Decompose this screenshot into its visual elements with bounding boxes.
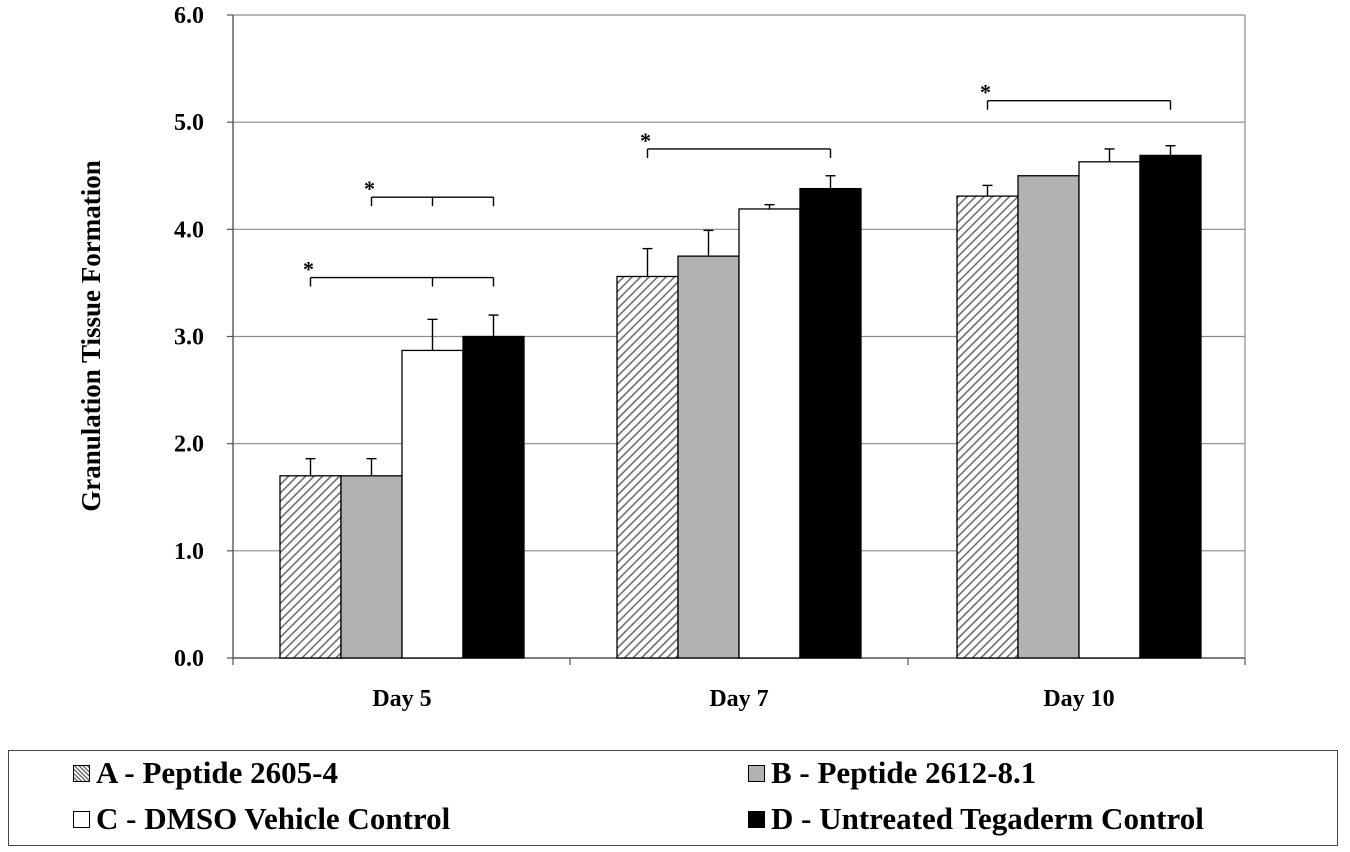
significance-star: *: [364, 176, 375, 201]
y-axis-title: Granulation Tissue Formation: [76, 160, 106, 512]
bar: [738, 208, 801, 659]
bar: [677, 255, 740, 659]
legend-item-b: B - Peptide 2612-8.1: [748, 755, 1036, 791]
bar: [616, 275, 679, 659]
hatch-swatch-icon: [73, 764, 90, 782]
legend-label-b: B - Peptide 2612-8.1: [771, 755, 1037, 790]
legend-label-c: C - DMSO Vehicle Control: [96, 801, 451, 836]
legend-item-c: C - DMSO Vehicle Control: [73, 801, 450, 837]
significance-star: *: [640, 128, 651, 153]
legend-label-a: A - Peptide 2605-4: [96, 755, 338, 790]
significance-star: *: [980, 80, 991, 105]
bar: [1139, 154, 1202, 659]
x-tick-label: Day 5: [372, 686, 431, 712]
legend-item-a: A - Peptide 2605-4: [73, 755, 338, 791]
legend: A - Peptide 2605-4 B - Peptide 2612-8.1 …: [8, 750, 1338, 846]
y-tick-label: 6.0: [174, 3, 204, 29]
y-tick-label: 2.0: [174, 432, 204, 458]
black-swatch-icon: [748, 810, 765, 828]
significance-brackets: * * * *: [303, 80, 1172, 287]
bar: [956, 195, 1019, 659]
bar: [1078, 161, 1141, 659]
x-tick-label: Day 7: [709, 686, 768, 712]
y-tick-label: 5.0: [174, 110, 204, 136]
bars: [279, 145, 1202, 659]
y-tick-label: 1.0: [174, 539, 204, 565]
x-tick-label: Day 10: [1043, 686, 1114, 712]
bar: [401, 349, 464, 659]
y-tick-label: 0.0: [174, 646, 204, 672]
bar: [1017, 175, 1080, 659]
bar: [462, 335, 525, 659]
bar: [340, 475, 403, 659]
bar: [279, 475, 342, 659]
gray-swatch-icon: [748, 764, 765, 782]
legend-item-d: D - Untreated Tegaderm Control: [748, 801, 1204, 837]
significance-star: *: [303, 257, 314, 282]
legend-label-d: D - Untreated Tegaderm Control: [771, 801, 1204, 836]
y-tick-label: 3.0: [174, 325, 204, 351]
bar: [799, 187, 862, 659]
y-tick-label: 4.0: [174, 217, 204, 243]
white-swatch-icon: [73, 810, 90, 828]
